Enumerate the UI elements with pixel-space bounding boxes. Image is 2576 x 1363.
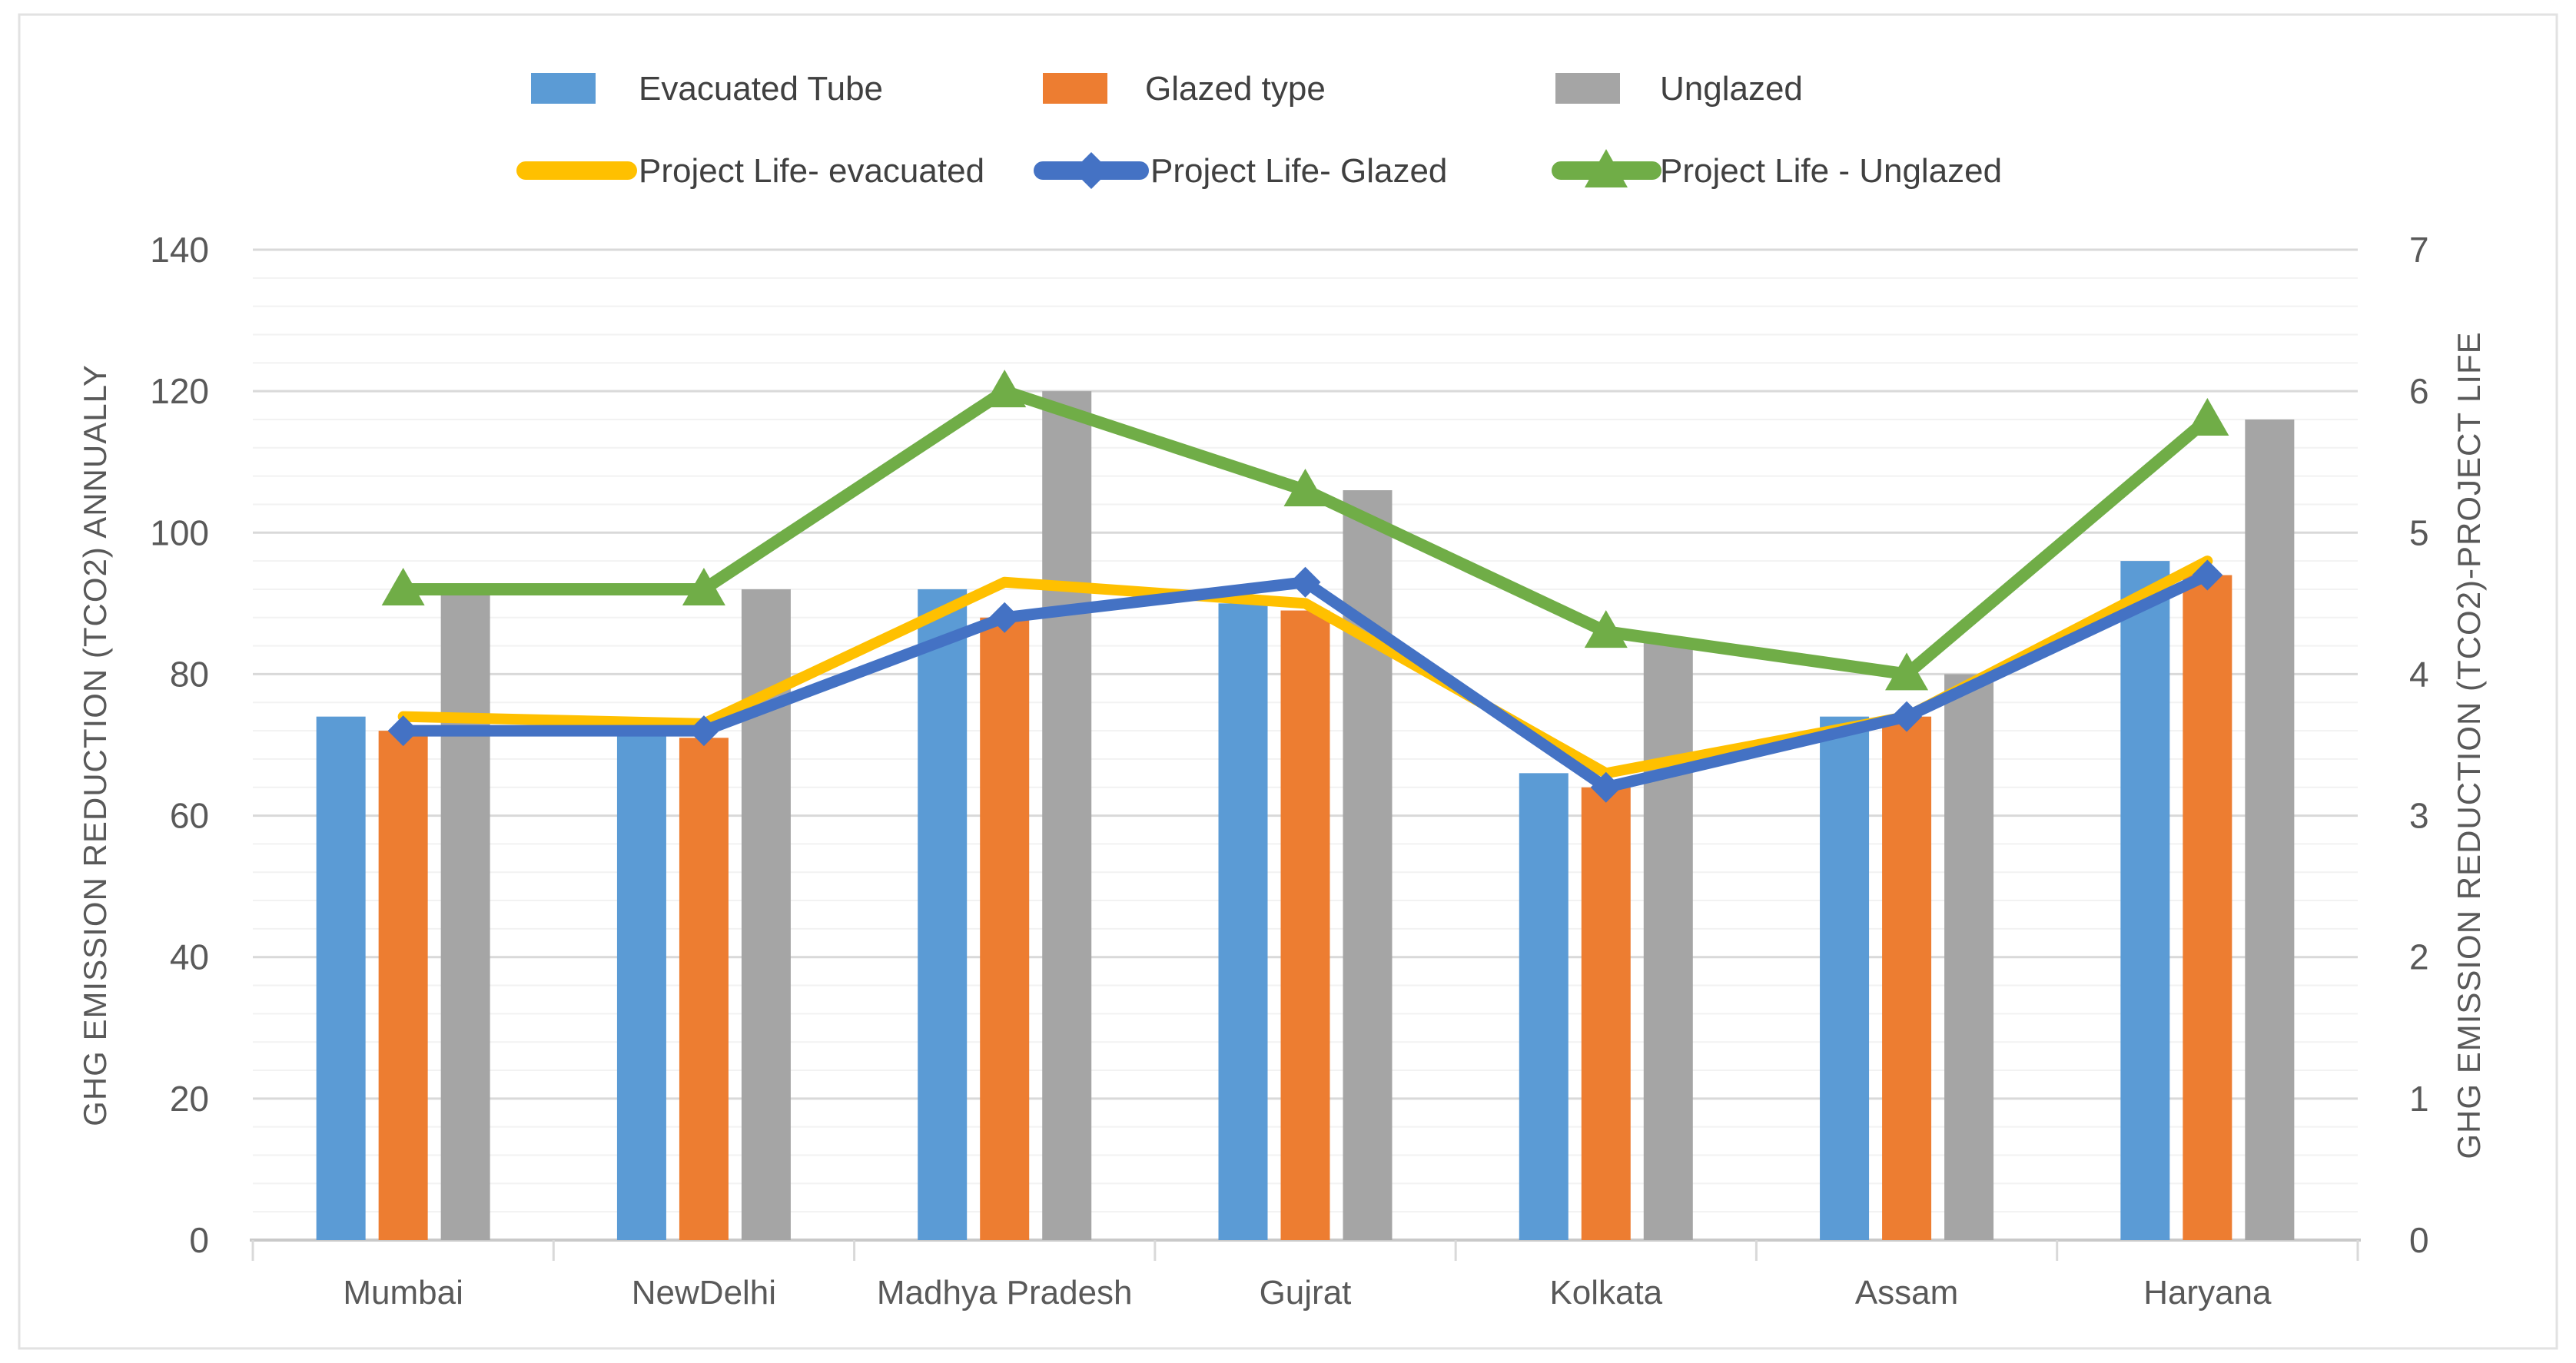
category-label-madhya-pradesh: Madhya Pradesh	[877, 1274, 1133, 1312]
right-axis-tick-label: 5	[2409, 512, 2429, 552]
triangle-marker-icon	[1585, 149, 1628, 187]
bar-evacuated-tube-gujrat	[1218, 603, 1268, 1240]
bar-evacuated-tube-assam	[1820, 716, 1870, 1240]
left-axis-tick-label: 100	[150, 512, 209, 552]
legend-label-project-life-unglazed: Project Life - Unglazed	[1660, 152, 2002, 190]
left-axis-title: GHG EMISSION REDUCTION (TCO2) ANNUALLY	[77, 364, 113, 1126]
legend: Evacuated Tube Glazed type Unglazed Proj…	[516, 70, 2002, 190]
right-axis-tick-label: 0	[2409, 1220, 2429, 1260]
bar-glazed-type-newdelhi	[679, 738, 729, 1240]
bar-unglazed-kolkata	[1643, 638, 1693, 1240]
right-axis-tick-label: 2	[2409, 937, 2429, 977]
glazed-type-swatch-icon	[1043, 73, 1107, 104]
bar-series-glazed-type	[378, 575, 2232, 1240]
diamond-marker-newdelhi	[688, 715, 719, 747]
right-axis-tick-label: 6	[2409, 371, 2429, 411]
bar-unglazed-mumbai	[440, 589, 490, 1240]
unglazed-swatch-icon	[1555, 73, 1620, 104]
bar-evacuated-tube-mumbai	[316, 716, 366, 1240]
legend-label-project-life-glazed: Project Life- Glazed	[1150, 152, 1447, 190]
evacuated-tube-swatch-icon	[531, 73, 596, 104]
legend-label-unglazed: Unglazed	[1660, 70, 1803, 108]
legend-label-evacuated-tube: Evacuated Tube	[639, 70, 883, 108]
bar-series-layer	[316, 391, 2295, 1241]
bar-series-evacuated-tube	[316, 561, 2170, 1240]
category-label-assam: Assam	[1855, 1274, 1958, 1312]
bar-glazed-type-assam	[1882, 716, 1932, 1240]
line-series-project-life-unglazed	[381, 370, 2229, 691]
diamond-marker-kolkata	[1590, 771, 1622, 803]
category-label-kolkata: Kolkata	[1549, 1274, 1662, 1312]
legend-item-unglazed[interactable]: Unglazed	[1555, 70, 1803, 108]
bar-series-unglazed	[440, 391, 2295, 1241]
right-axis-title: GHG EMISSION REDUCTION (TCO2)-PROJECT LI…	[2451, 331, 2487, 1159]
bar-unglazed-gujrat	[1343, 490, 1393, 1240]
legend-item-evacuated-tube[interactable]: Evacuated Tube	[531, 70, 883, 108]
diamond-marker-madhya-pradesh	[989, 602, 1021, 633]
left-axis-tick-label: 20	[170, 1079, 209, 1119]
right-axis-tick-label: 4	[2409, 654, 2429, 694]
legend-label-glazed-type: Glazed type	[1145, 70, 1326, 108]
triangle-marker-assam	[1885, 652, 1929, 691]
bar-evacuated-tube-newdelhi	[616, 731, 666, 1240]
bar-glazed-type-kolkata	[1581, 787, 1631, 1240]
diamond-marker-assam	[1891, 701, 1923, 732]
line-series-project-life-glazed	[387, 559, 2223, 803]
left-axis-tick-label: 0	[189, 1220, 209, 1260]
diamond-marker-icon	[1073, 152, 1110, 189]
left-axis-tick-label: 80	[170, 654, 209, 694]
diamond-marker-haryana	[2192, 559, 2223, 591]
left-axis-tick-label: 140	[150, 230, 209, 270]
legend-item-project-life-evacuated[interactable]: Project Life- evacuated	[516, 152, 984, 190]
bar-unglazed-assam	[1944, 674, 1994, 1240]
triangle-marker-kolkata	[1584, 610, 1628, 648]
triangle-marker-mumbai	[381, 567, 425, 605]
left-axis-tick-label: 60	[170, 796, 209, 836]
diamond-marker-mumbai	[387, 715, 419, 747]
category-label-gujrat: Gujrat	[1260, 1274, 1352, 1312]
bar-evacuated-tube-kolkata	[1519, 773, 1569, 1240]
legend-item-glazed-type[interactable]: Glazed type	[1043, 70, 1326, 108]
triangle-marker-madhya-pradesh	[983, 370, 1027, 408]
bar-glazed-type-gujrat	[1280, 610, 1330, 1240]
bar-unglazed-haryana	[2245, 419, 2295, 1240]
right-axis-tick-label: 3	[2409, 796, 2429, 836]
category-label-newdelhi: NewDelhi	[632, 1274, 776, 1312]
bar-glazed-type-madhya-pradesh	[980, 617, 1030, 1240]
tick-labels: 0 20 40 60 80 100 120 140 0 1 2 3 4 5 6 7 Mumbai NewDelhi…	[150, 230, 2428, 1312]
right-axis-tick-label: 1	[2409, 1079, 2429, 1119]
category-label-mumbai: Mumbai	[343, 1274, 463, 1312]
category-label-haryana: Haryana	[2143, 1274, 2272, 1312]
legend-item-project-life-unglazed[interactable]: Project Life - Unglazed	[1552, 149, 2002, 190]
line-series-layer	[381, 370, 2229, 803]
bar-glazed-type-haryana	[2183, 575, 2232, 1240]
left-axis-tick-label: 120	[150, 371, 209, 411]
bar-unglazed-madhya-pradesh	[1042, 391, 1092, 1241]
legend-label-project-life-evacuated: Project Life- evacuated	[639, 152, 984, 190]
bar-glazed-type-mumbai	[378, 731, 428, 1240]
diamond-marker-gujrat	[1290, 566, 1321, 598]
left-axis-tick-label: 40	[170, 937, 209, 977]
triangle-marker-gujrat	[1283, 469, 1327, 507]
legend-item-project-life-glazed[interactable]: Project Life- Glazed	[1034, 152, 1447, 190]
triangle-marker-newdelhi	[682, 567, 725, 605]
triangle-marker-haryana	[2186, 397, 2229, 436]
bar-evacuated-tube-madhya-pradesh	[918, 589, 968, 1240]
right-axis-tick-label: 7	[2409, 230, 2429, 270]
bar-evacuated-tube-haryana	[2120, 561, 2170, 1240]
